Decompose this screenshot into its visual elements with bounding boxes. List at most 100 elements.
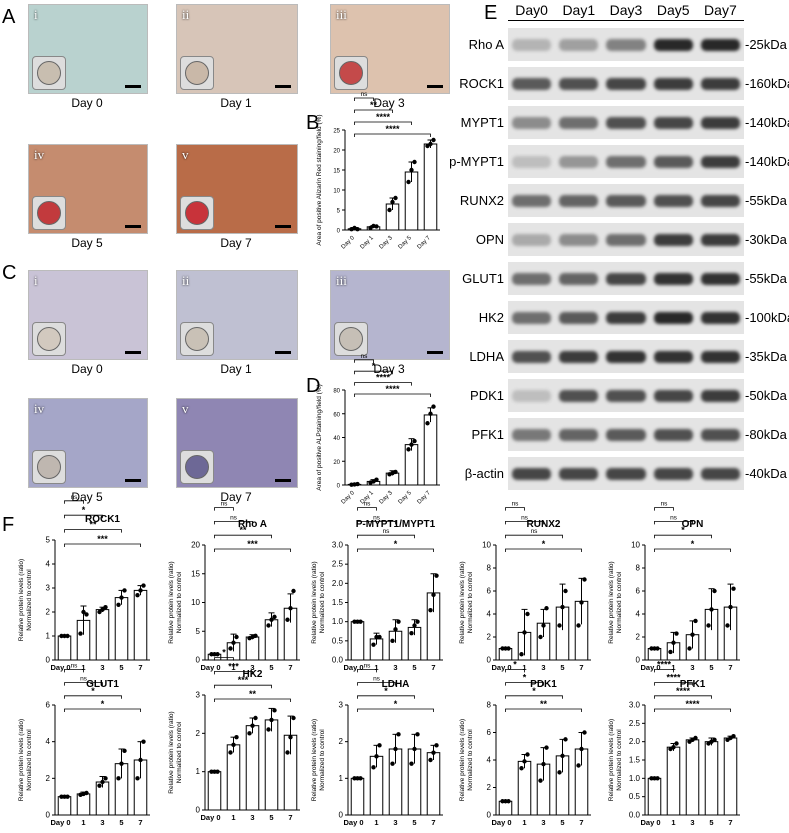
blot-strip-2 bbox=[508, 106, 744, 139]
significance-label: **** bbox=[657, 659, 672, 669]
culture-dish-inset bbox=[180, 56, 214, 90]
blot-protein-label: β-actin bbox=[464, 465, 504, 481]
x-tick-label: Day 0 bbox=[491, 663, 511, 672]
blot-band bbox=[512, 389, 552, 402]
x-tick-label: 3 bbox=[690, 663, 694, 672]
data-point bbox=[390, 199, 395, 205]
data-point bbox=[560, 604, 565, 610]
blot-band bbox=[512, 350, 552, 363]
scale-bar bbox=[125, 479, 141, 482]
data-point bbox=[78, 631, 83, 636]
x-tick-label: 1 bbox=[671, 818, 675, 827]
blot-protein-label: LDHA bbox=[469, 348, 504, 364]
y-axis-label: Relative protein levels (ratio) bbox=[18, 719, 25, 801]
data-point bbox=[231, 640, 236, 645]
data-point bbox=[406, 447, 411, 452]
data-point bbox=[285, 750, 290, 755]
blot-kda-marker: -50kDa bbox=[745, 387, 787, 403]
data-point bbox=[266, 623, 271, 628]
blot-strip-10 bbox=[508, 418, 744, 451]
significance-bracket bbox=[654, 534, 712, 539]
panel-label-b: B bbox=[306, 112, 320, 134]
culture-dish-inset bbox=[32, 450, 66, 484]
y-axis-label: Relative protein levels (ratio) bbox=[311, 719, 318, 801]
significance-bracket bbox=[64, 514, 103, 519]
x-tick-label: 5 bbox=[412, 818, 416, 827]
y-tick-label: 8 bbox=[487, 701, 492, 710]
x-tick-label: Day 0 bbox=[640, 663, 660, 672]
blot-kda-marker: -55kDa bbox=[745, 270, 787, 286]
blot-band bbox=[653, 311, 693, 324]
data-point bbox=[285, 617, 290, 622]
blot-band bbox=[653, 272, 693, 285]
data-point bbox=[674, 741, 679, 746]
blot-band bbox=[512, 272, 552, 285]
blot-band bbox=[512, 428, 552, 441]
bar bbox=[723, 737, 738, 816]
significance-bracket bbox=[505, 669, 525, 673]
y-tick-label: 8 bbox=[636, 564, 641, 573]
blot-strip-0 bbox=[508, 28, 744, 61]
blot-band bbox=[700, 155, 740, 168]
significance-bracket bbox=[357, 682, 396, 686]
y-tick-label: 0 bbox=[487, 811, 492, 820]
blot-strip-6 bbox=[508, 262, 744, 295]
blot-header-line bbox=[508, 20, 744, 21]
significance-label: ns bbox=[373, 514, 381, 521]
blot-band bbox=[559, 233, 599, 246]
y-tick-label: 5 bbox=[196, 627, 201, 636]
x-tick-label: 3 bbox=[100, 818, 104, 827]
y-tick-label: 3 bbox=[46, 584, 51, 593]
significance-bracket bbox=[214, 671, 253, 675]
x-tick-label: 1 bbox=[374, 818, 378, 827]
data-point bbox=[141, 739, 146, 744]
bar bbox=[57, 796, 72, 816]
significance-bracket bbox=[654, 682, 693, 686]
data-point bbox=[228, 750, 233, 755]
y-tick-label: 80 bbox=[333, 389, 340, 395]
blot-band bbox=[700, 272, 740, 285]
chart-title: ROCK1 bbox=[85, 514, 120, 525]
significance-label: ns bbox=[364, 662, 372, 669]
data-point bbox=[138, 588, 143, 593]
blot-band bbox=[559, 389, 599, 402]
significance-label: *** bbox=[247, 539, 258, 549]
bar bbox=[226, 744, 241, 811]
blot-protein-label: MYPT1 bbox=[460, 114, 504, 130]
panel-label-f: F bbox=[2, 514, 15, 536]
panelA-day-caption: Day 0 bbox=[71, 96, 103, 110]
bar bbox=[426, 752, 441, 816]
significance-label: ns bbox=[361, 353, 369, 360]
data-point bbox=[81, 609, 86, 615]
panelC-image-iii: iii bbox=[330, 270, 450, 360]
x-tick-label: Day 5 bbox=[398, 490, 414, 506]
y-tick-label: 2 bbox=[487, 783, 492, 792]
y-tick-label: 1 bbox=[46, 632, 51, 641]
blot-protein-label: PFK1 bbox=[471, 426, 504, 442]
x-tick-label: 7 bbox=[288, 663, 292, 672]
data-point bbox=[409, 630, 414, 636]
panel-label-e: E bbox=[484, 2, 498, 24]
data-point bbox=[693, 618, 698, 624]
y-tick-label: 2 bbox=[487, 633, 492, 642]
x-tick-label: 5 bbox=[119, 818, 123, 827]
x-tick-label: 7 bbox=[431, 663, 435, 672]
x-tick-label: 5 bbox=[560, 663, 564, 672]
panelC-image-v: v bbox=[176, 398, 298, 488]
blot-day-label: Day5 bbox=[656, 2, 690, 18]
y-axis-label: Normalized to control bbox=[176, 721, 183, 783]
panelA-day-caption: Day 7 bbox=[220, 236, 252, 250]
y-axis-label: Normalized to control bbox=[319, 571, 326, 633]
blot-protein-label: PDK1 bbox=[470, 387, 504, 403]
data-point bbox=[393, 469, 398, 475]
significance-label: ns bbox=[361, 91, 369, 98]
significance-bracket bbox=[357, 507, 377, 511]
blot-band bbox=[700, 467, 740, 480]
panelA-image-numeral: iv bbox=[34, 147, 45, 162]
panelC-day-caption: Day 7 bbox=[220, 490, 252, 504]
panelC-image-numeral: i bbox=[34, 273, 38, 288]
significance-bracket bbox=[354, 109, 393, 113]
y-tick-label: 2.0 bbox=[629, 737, 641, 746]
data-point bbox=[409, 442, 414, 447]
blot-band bbox=[700, 311, 740, 324]
